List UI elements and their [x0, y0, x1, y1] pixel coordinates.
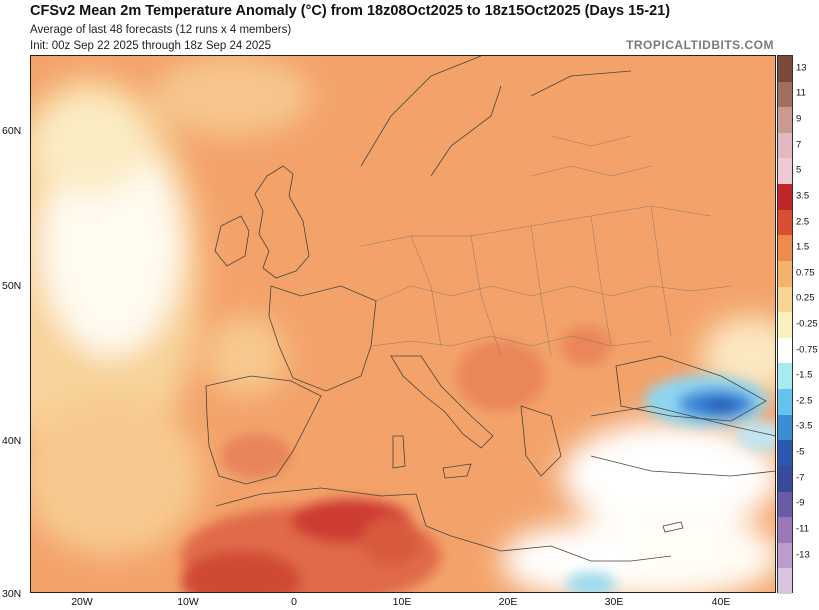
colorbar: [777, 55, 793, 595]
colorbar-label: 2.5: [796, 216, 810, 228]
atlantic-southwest-light: [31, 396, 201, 556]
lat-label-40n: 40N: [2, 435, 22, 447]
colorbar-segment: [778, 209, 792, 236]
colorbar-label: 13: [796, 62, 807, 74]
colorbar-segment: [778, 81, 792, 108]
lon-label-30e: 30E: [604, 596, 624, 608]
colorbar-segment: [778, 286, 792, 313]
italy-outline: [390, 355, 494, 449]
colorbar-label: 11: [796, 87, 806, 99]
colorbar-segment: [778, 465, 792, 492]
colorbar-segment: [778, 491, 792, 518]
colorbar-segment: [778, 158, 792, 185]
anomaly-map: [30, 55, 776, 593]
sardinia-outline: [392, 435, 406, 469]
border-4: [360, 205, 712, 247]
cyprus-outline: [662, 521, 684, 533]
country-borders: [360, 135, 732, 357]
chart-title: CFSv2 Mean 2m Temperature Anomaly (°C) f…: [30, 3, 671, 19]
colorbar-segment: [778, 132, 792, 159]
coastlines: [205, 56, 775, 562]
lon-label-10e: 10E: [392, 596, 412, 608]
colorbar-label: 5: [796, 164, 802, 176]
colorbar-label: -5: [796, 446, 805, 458]
south-cool: [736, 421, 775, 451]
colorbar-label: 7: [796, 139, 802, 151]
colorbar-label: -0.25: [796, 318, 818, 330]
colorbar-label: -13: [796, 549, 810, 561]
balkans-warm: [456, 341, 546, 411]
chart-subtitle: Average of last 48 forecasts (12 runs x …: [30, 24, 292, 36]
lon-label-40e: 40E: [711, 596, 731, 608]
colorbar-label: -2.5: [796, 395, 813, 407]
colorbar-label: 1.5: [796, 241, 810, 253]
colorbar-label: 0.75: [796, 267, 815, 279]
france-outline: [268, 285, 377, 392]
atlantic-near-zero-2: [36, 96, 146, 196]
border-2: [370, 335, 652, 347]
atlas-hot: [181, 551, 301, 592]
north-africa-coast: [215, 487, 672, 562]
colorbar-segment: [778, 568, 792, 595]
romania-warm: [561, 326, 611, 366]
colorbar-label: 3.5: [796, 190, 810, 202]
ireland-outline: [214, 215, 250, 267]
colorbar-label: -9: [796, 497, 805, 509]
colorbar-label: 9: [796, 113, 802, 125]
turkey-outline: [590, 405, 775, 477]
greece-outline: [520, 405, 562, 477]
colorbar-segment: [778, 184, 792, 211]
colorbar-segment: [778, 414, 792, 441]
lon-label-10w: 10W: [177, 596, 199, 608]
colorbar-label: 0.25: [796, 292, 815, 304]
colorbar-label: -11: [796, 523, 810, 535]
border-1: [375, 285, 732, 302]
colorbar-segment: [778, 389, 792, 416]
border-3: [410, 205, 672, 357]
mideast-cool: [566, 572, 616, 592]
black-sea-colder: [703, 398, 739, 414]
colorbar-label: -7: [796, 472, 805, 484]
colorbar-segment: [778, 107, 792, 134]
north-atlantic-light: [151, 56, 311, 136]
colorbar-label: -0.75: [796, 344, 818, 356]
iberia-outline: [205, 375, 322, 485]
scandinavia-outline: [360, 56, 632, 177]
lon-label-20w: 20W: [71, 596, 93, 608]
tunisia-warm: [361, 516, 421, 566]
uk-outline: [254, 165, 310, 279]
colorbar-segment: [778, 517, 792, 544]
biscay-light: [206, 316, 286, 396]
border-5: [530, 135, 652, 177]
colorbar-segment: [778, 312, 792, 339]
iberia-warm: [221, 434, 291, 478]
colorbar-segment: [778, 363, 792, 390]
colorbar-segment: [778, 542, 792, 569]
colorbar-segment: [778, 56, 792, 83]
brand-watermark: TROPICALTIDBITS.COM: [626, 38, 774, 52]
sicily-outline: [442, 463, 472, 479]
colorbar-label: -3.5: [796, 420, 813, 432]
colorbar-label: -1.5: [796, 369, 813, 381]
lon-label-0: 0: [291, 596, 297, 608]
colorbar-segment: [778, 440, 792, 467]
lat-label-30n: 30N: [2, 588, 22, 600]
init-info: Init: 00z Sep 22 2025 through 18z Sep 24…: [30, 40, 272, 52]
black-sea-outline: [615, 355, 767, 422]
lon-label-20e: 20E: [498, 596, 518, 608]
lat-label-60n: 60N: [2, 125, 22, 137]
turkey-near-zero: [561, 421, 775, 531]
colorbar-segment: [778, 260, 792, 288]
colorbar-segment: [778, 235, 792, 262]
colorbar-segment: [778, 337, 792, 364]
lat-label-50n: 50N: [2, 280, 22, 292]
